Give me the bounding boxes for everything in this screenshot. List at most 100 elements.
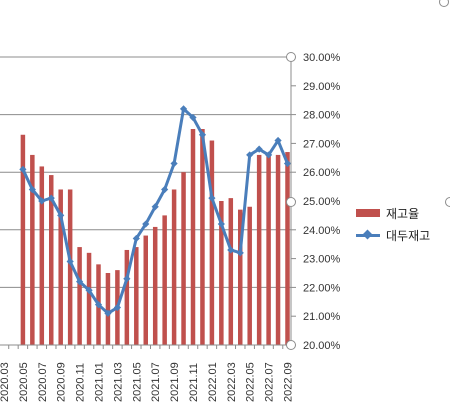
bar-mark bbox=[171, 189, 177, 345]
bar-mark bbox=[228, 198, 234, 345]
bar-mark bbox=[209, 140, 215, 345]
bar-mark bbox=[275, 154, 281, 345]
line-marker bbox=[170, 159, 178, 168]
x-tick-label: 2021.07 bbox=[150, 362, 162, 402]
line-marker bbox=[38, 197, 46, 205]
resize-handle[interactable] bbox=[286, 340, 296, 350]
bar-mark bbox=[58, 189, 63, 345]
y-tick-label: 26.00% bbox=[303, 167, 341, 179]
x-tick-label: 2021.11 bbox=[188, 363, 200, 402]
legend-bar-swatch bbox=[356, 209, 380, 217]
resize-handle[interactable] bbox=[286, 197, 296, 207]
legend-line-swatch bbox=[356, 230, 380, 240]
y-tick-label: 22.00% bbox=[303, 282, 341, 294]
line-marker bbox=[179, 105, 188, 113]
bar-mark bbox=[285, 152, 290, 345]
line-marker bbox=[151, 203, 159, 211]
x-tick-label: 2021.03 bbox=[112, 362, 124, 402]
bar-mark bbox=[134, 247, 139, 345]
x-tick-label: 2022.09 bbox=[283, 362, 295, 402]
line-marker bbox=[76, 278, 84, 286]
x-tick-label: 2021.01 bbox=[94, 362, 106, 402]
y-tick-label: 23.00% bbox=[303, 254, 341, 266]
line-marker bbox=[47, 194, 55, 202]
bar-mark bbox=[49, 175, 54, 345]
line-marker bbox=[246, 151, 254, 159]
legend-entry-bar: 재고율 bbox=[356, 202, 430, 224]
line-marker bbox=[104, 309, 112, 317]
x-tick-label: 2022.05 bbox=[245, 362, 257, 402]
line-marker bbox=[265, 151, 273, 159]
line-marker bbox=[123, 275, 131, 283]
bar-mark bbox=[238, 209, 243, 345]
bar-mark bbox=[143, 235, 148, 345]
x-tick-label: 2020.03 bbox=[0, 362, 11, 402]
bar-mark bbox=[200, 129, 205, 345]
legend-label-line: 대두재고 bbox=[386, 228, 431, 243]
line-marker bbox=[57, 211, 65, 219]
bar-mark bbox=[152, 226, 158, 345]
line-marker bbox=[283, 159, 292, 168]
selection-handles[interactable] bbox=[286, 0, 450, 350]
bar-mark bbox=[256, 154, 262, 345]
chart-legend: 재고율 대두재고 bbox=[356, 202, 430, 246]
x-tick-label: 2022.03 bbox=[226, 362, 238, 402]
line-marker bbox=[28, 185, 36, 194]
x-tick-label: 2020.07 bbox=[37, 362, 49, 402]
y-tick-label: 20.00% bbox=[303, 340, 341, 352]
x-tick-label: 2022.07 bbox=[264, 362, 276, 402]
x-tick-label: 2021.05 bbox=[131, 362, 143, 402]
bar-mark bbox=[67, 189, 73, 345]
legend-entry-line: 대두재고 bbox=[356, 224, 430, 246]
bar-mark bbox=[181, 172, 186, 345]
bar-mark bbox=[219, 201, 224, 345]
bar-mark bbox=[39, 166, 45, 345]
line-marker bbox=[217, 220, 225, 228]
x-tick-label: 2021.09 bbox=[169, 362, 181, 402]
line-series-soybean-stock bbox=[19, 105, 292, 317]
bar-mark bbox=[190, 129, 196, 345]
bar-mark bbox=[247, 206, 252, 345]
line-marker bbox=[85, 286, 93, 294]
tick-labels: 30.00% 29.00% 28.00% 27.00% 26.00% 25.00% 24.0… bbox=[0, 52, 341, 402]
bar-mark bbox=[30, 154, 35, 345]
line-marker bbox=[66, 257, 74, 266]
x-tick-label: 2022.01 bbox=[207, 362, 219, 402]
bar-mark bbox=[105, 273, 111, 345]
y-tick-label: 25.00% bbox=[303, 196, 341, 208]
y-tick-label: 21.00% bbox=[303, 311, 341, 323]
resize-handle[interactable] bbox=[286, 52, 296, 62]
line-marker bbox=[113, 303, 121, 312]
resize-handle[interactable] bbox=[439, 0, 449, 7]
line-marker bbox=[132, 234, 140, 243]
y-tick-label: 30.00% bbox=[303, 52, 341, 64]
y-tick-label: 24.00% bbox=[303, 225, 341, 237]
x-tick-label: 2020.09 bbox=[56, 362, 68, 402]
line-marker bbox=[161, 185, 169, 194]
bar-mark bbox=[266, 154, 271, 345]
bar-mark bbox=[20, 134, 26, 345]
line-marker bbox=[189, 113, 197, 122]
resize-handle[interactable] bbox=[445, 197, 450, 207]
line-marker bbox=[142, 220, 150, 228]
line-marker bbox=[19, 165, 27, 173]
line-marker bbox=[227, 246, 235, 254]
bar-mark bbox=[162, 215, 167, 345]
line-marker bbox=[274, 136, 282, 145]
line-marker bbox=[208, 194, 216, 202]
line-marker bbox=[198, 131, 207, 139]
bar-mark bbox=[124, 249, 130, 345]
bar-mark bbox=[77, 247, 82, 345]
bar-mark bbox=[86, 252, 92, 345]
x-tick-label: 2020.11 bbox=[75, 363, 87, 402]
line-marker bbox=[255, 145, 263, 153]
legend-label-bar: 재고율 bbox=[386, 206, 420, 221]
line-marker bbox=[236, 249, 244, 257]
bar-series-inventory-ratio bbox=[20, 129, 290, 345]
line-marker bbox=[94, 301, 103, 309]
y-tick-label: 27.00% bbox=[303, 138, 341, 150]
x-tick-label: 2020.05 bbox=[18, 362, 30, 402]
y-tick-label: 28.00% bbox=[303, 110, 341, 122]
y-tick-label: 29.00% bbox=[303, 81, 341, 93]
